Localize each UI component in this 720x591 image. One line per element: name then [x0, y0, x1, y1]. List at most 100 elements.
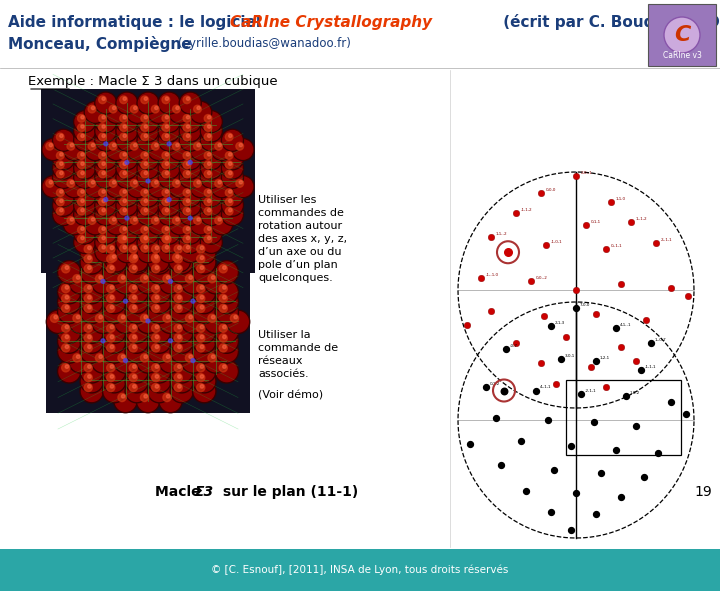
Circle shape	[155, 365, 158, 368]
Circle shape	[141, 207, 148, 215]
Circle shape	[88, 335, 91, 339]
Circle shape	[185, 314, 194, 322]
Circle shape	[212, 140, 232, 159]
Circle shape	[239, 181, 243, 184]
Circle shape	[162, 189, 170, 197]
Circle shape	[218, 218, 221, 221]
Circle shape	[95, 120, 117, 142]
Circle shape	[132, 296, 136, 299]
Circle shape	[65, 140, 84, 159]
Circle shape	[183, 124, 191, 132]
Circle shape	[84, 294, 92, 303]
Circle shape	[137, 185, 159, 207]
Point	[560, 333, 572, 342]
Circle shape	[215, 320, 238, 343]
Circle shape	[117, 205, 137, 224]
Circle shape	[96, 149, 115, 168]
Circle shape	[212, 316, 215, 319]
Circle shape	[229, 171, 232, 175]
Circle shape	[116, 111, 138, 132]
Circle shape	[161, 232, 181, 253]
Circle shape	[120, 96, 127, 103]
Circle shape	[162, 235, 170, 243]
Circle shape	[102, 246, 105, 249]
Circle shape	[152, 294, 160, 303]
Circle shape	[116, 157, 138, 179]
Circle shape	[183, 351, 203, 372]
Circle shape	[81, 227, 84, 230]
Circle shape	[171, 371, 192, 391]
Circle shape	[130, 180, 138, 187]
Circle shape	[202, 196, 221, 215]
Circle shape	[96, 168, 115, 187]
Circle shape	[81, 341, 102, 362]
Circle shape	[178, 256, 181, 259]
Circle shape	[127, 177, 147, 196]
Circle shape	[110, 385, 114, 388]
Circle shape	[174, 344, 182, 352]
Circle shape	[99, 198, 107, 206]
Circle shape	[197, 181, 200, 184]
Circle shape	[123, 134, 126, 138]
Circle shape	[149, 262, 169, 282]
Circle shape	[174, 304, 182, 313]
Circle shape	[149, 103, 168, 122]
Circle shape	[125, 340, 148, 363]
Circle shape	[96, 205, 115, 224]
Circle shape	[105, 250, 127, 272]
Circle shape	[167, 142, 171, 146]
Circle shape	[166, 134, 168, 138]
Circle shape	[217, 361, 237, 382]
Circle shape	[132, 246, 136, 249]
Circle shape	[75, 131, 94, 150]
Circle shape	[99, 133, 107, 141]
Circle shape	[49, 181, 53, 184]
Circle shape	[218, 144, 221, 147]
Circle shape	[125, 290, 148, 314]
Circle shape	[185, 275, 194, 282]
Circle shape	[141, 170, 148, 178]
Circle shape	[179, 120, 201, 142]
Circle shape	[110, 345, 114, 349]
Circle shape	[205, 272, 226, 293]
Circle shape	[200, 246, 204, 249]
Point	[480, 382, 492, 392]
Text: 7,0,0: 7,0,0	[580, 303, 590, 307]
Circle shape	[166, 395, 170, 398]
Circle shape	[148, 176, 169, 197]
Circle shape	[211, 176, 233, 197]
Circle shape	[95, 194, 117, 216]
Circle shape	[76, 355, 80, 359]
Circle shape	[84, 384, 92, 392]
Circle shape	[76, 276, 80, 280]
Circle shape	[102, 153, 105, 156]
Circle shape	[170, 261, 194, 284]
Circle shape	[141, 133, 148, 141]
Circle shape	[88, 325, 91, 329]
Circle shape	[75, 233, 94, 252]
Circle shape	[183, 235, 191, 243]
Circle shape	[192, 280, 216, 304]
Circle shape	[159, 223, 179, 243]
Circle shape	[59, 341, 79, 362]
Circle shape	[129, 255, 138, 263]
Circle shape	[127, 250, 148, 272]
Circle shape	[183, 96, 191, 103]
Circle shape	[75, 186, 94, 206]
Circle shape	[183, 245, 191, 252]
Circle shape	[102, 330, 126, 353]
Circle shape	[229, 190, 232, 193]
Text: (écrit par C. Boudias et D.: (écrit par C. Boudias et D.	[498, 14, 720, 30]
Circle shape	[186, 97, 189, 100]
Circle shape	[99, 235, 107, 243]
Text: 2,1,3: 2,1,3	[555, 320, 565, 324]
Circle shape	[200, 194, 222, 216]
Circle shape	[125, 216, 129, 220]
Circle shape	[207, 162, 211, 165]
Circle shape	[80, 290, 104, 314]
Circle shape	[122, 276, 125, 280]
Circle shape	[95, 167, 117, 189]
Circle shape	[144, 236, 148, 240]
Circle shape	[207, 236, 211, 240]
Circle shape	[174, 294, 182, 303]
